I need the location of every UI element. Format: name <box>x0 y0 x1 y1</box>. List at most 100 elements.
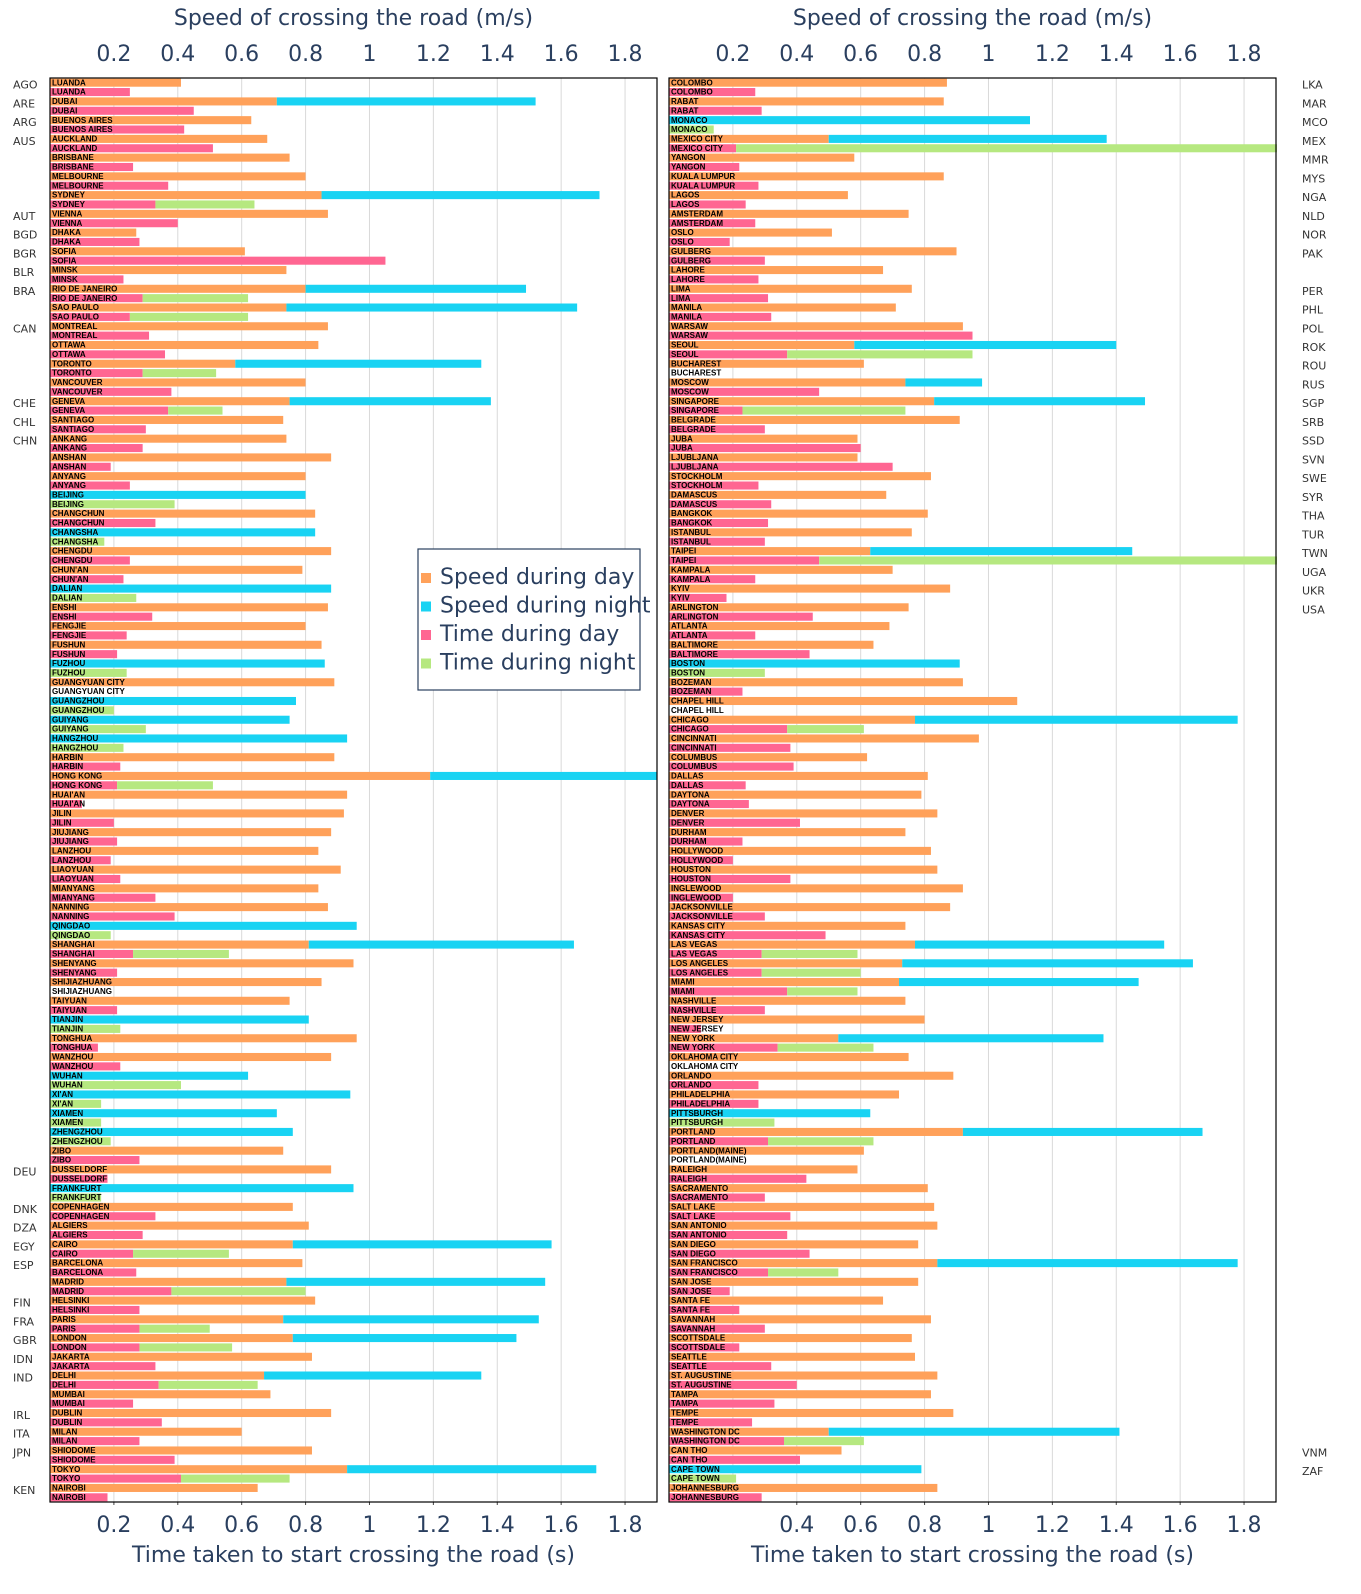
bar <box>870 547 1133 556</box>
country-code: SYR <box>1302 491 1324 504</box>
bar <box>669 893 733 902</box>
bar-city-label: LAS VEGAS <box>671 940 718 949</box>
bar <box>50 968 118 977</box>
bar-city-label: BANGKOK <box>671 519 713 528</box>
bar <box>50 1277 287 1286</box>
bar-city-label: JILIN <box>52 818 72 827</box>
bar <box>50 1137 111 1146</box>
bar <box>669 181 759 190</box>
bar-city-label: MONTREAL <box>52 322 97 331</box>
bar-city-label: LIMA <box>671 294 691 303</box>
bar <box>50 1146 284 1155</box>
country-code: ESP <box>13 1259 34 1272</box>
bar <box>50 387 172 396</box>
country-code: CAN <box>13 322 36 335</box>
bar <box>50 1071 249 1080</box>
bar <box>292 1334 517 1343</box>
x-tick-label-top: 0.2 <box>715 42 750 67</box>
bar <box>50 97 277 106</box>
bar <box>669 809 938 818</box>
bar-city-label: STOCKHOLM <box>671 472 723 481</box>
bar <box>50 1474 181 1483</box>
bar <box>50 921 357 930</box>
bar <box>50 790 348 799</box>
bar-city-label: BRISBANE <box>52 153 94 162</box>
bar-city-label: GUANGYUAN CITY <box>52 678 126 687</box>
bar <box>50 1296 316 1305</box>
bar-city-label: SAN DIEGO <box>671 1240 716 1249</box>
bar <box>669 1024 701 1033</box>
bar <box>669 1465 922 1474</box>
bar <box>669 472 931 481</box>
bar-city-label: DAYTONA <box>671 790 710 799</box>
bar <box>50 931 111 940</box>
bar-city-label: JOHANNESBURG <box>671 1493 739 1502</box>
bar-city-label: LANZHOU <box>52 856 91 865</box>
bar-city-label: FUSHUN <box>52 640 86 649</box>
bar-city-label: WUHAN <box>52 1081 83 1090</box>
country-code: BGD <box>13 229 37 242</box>
country-code: AUT <box>13 210 36 223</box>
bar-city-label: NEW YORK <box>671 1043 715 1052</box>
bar <box>669 865 938 874</box>
bar <box>50 603 328 612</box>
bar-city-label: DUBAI <box>52 97 77 106</box>
bar <box>50 1081 181 1090</box>
bar <box>50 1259 303 1268</box>
bar <box>50 209 328 218</box>
bar-city-label: FRANKFURT <box>52 1184 101 1193</box>
bar <box>669 1390 931 1399</box>
bar <box>669 800 749 809</box>
x-tick-label-bottom: 1.4 <box>480 1513 515 1538</box>
bar <box>828 1427 1120 1436</box>
bar-city-label: SAVANNAH <box>671 1315 715 1324</box>
x-tick-label-top: 0.6 <box>843 42 878 67</box>
bar <box>142 369 217 378</box>
bar <box>669 359 864 368</box>
bar <box>50 1352 312 1361</box>
bar <box>669 1296 884 1305</box>
bar-city-label: BUCHAREST <box>671 359 721 368</box>
bar <box>669 247 957 256</box>
bar <box>50 1455 175 1464</box>
bar <box>50 181 169 190</box>
country-code: TUR <box>1301 528 1325 541</box>
x-tick-label-bottom: 1 <box>362 1513 376 1538</box>
bar-city-label: SHENYANG <box>52 959 97 968</box>
legend-swatch <box>421 601 431 612</box>
country-code: ROU <box>1302 360 1326 373</box>
bar <box>669 846 931 855</box>
bar <box>669 1240 919 1249</box>
bar <box>669 1408 954 1418</box>
bar-city-label: PARIS <box>52 1324 77 1333</box>
bar <box>50 818 114 827</box>
bar <box>50 640 322 649</box>
bar-city-label: BARCELONA <box>52 1259 103 1268</box>
bar-city-label: AUCKLAND <box>52 135 98 144</box>
bar <box>50 781 118 790</box>
bar <box>669 1399 775 1408</box>
bar-city-label: LAHORE <box>671 275 705 284</box>
bar-city-label: SAN JOSE <box>671 1287 712 1296</box>
bar <box>50 322 328 331</box>
x-tick-label-top: 1.6 <box>544 42 579 67</box>
bar <box>669 144 737 153</box>
bar <box>50 659 325 668</box>
bar-city-label: ARLINGTON <box>671 612 719 621</box>
bar-city-label: VIENNA <box>52 219 82 228</box>
bar <box>669 1034 839 1043</box>
bar <box>669 1090 900 1099</box>
bar-city-label: COLOMBO <box>671 78 713 87</box>
bar-city-label: FENGJIE <box>52 631 87 640</box>
bar <box>50 284 306 293</box>
country-code: DEU <box>13 1165 36 1178</box>
bar <box>50 1399 134 1408</box>
bar <box>50 509 316 518</box>
country-code: SRB <box>1302 416 1324 429</box>
bar <box>854 340 1117 350</box>
bar <box>50 565 303 574</box>
country-code: ROK <box>1302 341 1326 354</box>
bar <box>50 472 306 481</box>
bar <box>669 284 912 293</box>
